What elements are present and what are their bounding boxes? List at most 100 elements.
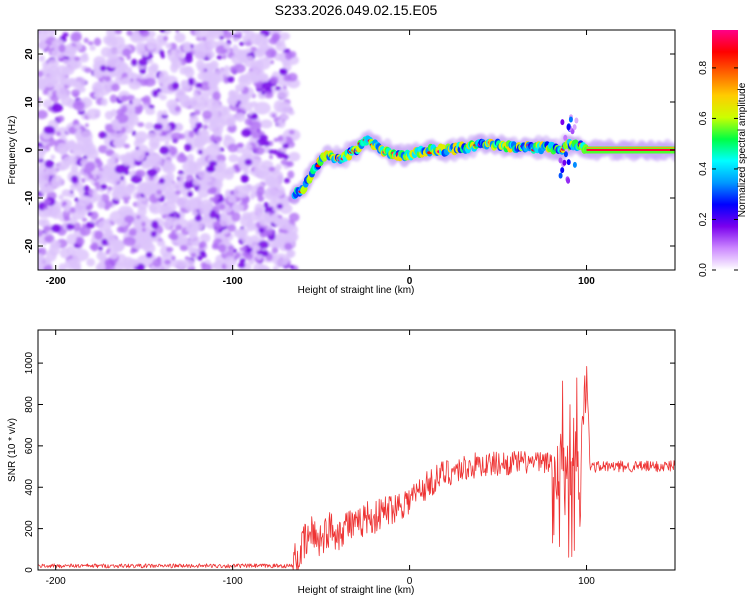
noise-blob [197,102,206,112]
noise-blob [208,122,218,132]
noise-blob [112,184,124,193]
noise-blob [97,250,104,257]
noise-blob [227,195,237,203]
snr-series-line [38,365,675,570]
noise-blob [109,157,115,163]
noise-blob [276,151,286,159]
noise-blob [85,205,90,210]
noise-blob [143,95,151,102]
noise-blob [165,216,173,223]
noise-blob [88,173,94,180]
noise-blob [66,233,77,246]
noise-blob [51,224,61,233]
noise-blob [38,180,49,191]
y-tick-label: 10 [24,96,35,108]
ridge-edge-line [586,152,675,154]
noise-blob [237,143,243,148]
noise-blob [50,94,60,102]
noise-blob [56,87,68,100]
x-tick-label: 0 [407,276,413,287]
noise-blob [152,89,159,98]
noise-blob [136,215,141,220]
noise-blob [250,113,258,120]
noise-blob [85,123,89,128]
colorbar-gradient [712,30,738,270]
noise-blob [114,165,126,174]
noise-blob [167,49,180,62]
noise-blob [284,242,293,251]
noise-blob [200,233,211,243]
noise-blob [127,258,139,268]
noise-blob [197,186,210,198]
noise-blob [152,258,162,268]
noise-blob [283,177,291,184]
noise-blob [175,30,180,34]
noise-blob [62,66,75,76]
flare-blob [563,151,568,158]
colorbar-tick-label: 0.8 [698,61,709,75]
noise-blob [164,259,171,265]
noise-blob [273,233,285,247]
noise-blob [241,129,252,137]
noise-blob [58,44,66,53]
noise-blob [83,142,93,155]
noise-blob [106,55,121,68]
noise-blob [66,223,75,230]
noise-blob [226,264,234,270]
noise-blob [244,158,253,166]
noise-blob [179,66,188,75]
noise-blob [184,43,192,52]
noise-blob [74,202,87,215]
noise-blob [62,156,73,167]
noise-blob [237,32,242,38]
noise-blob [219,218,229,227]
noise-blob [271,247,279,254]
noise-blob [256,252,263,261]
noise-blob [142,189,153,197]
noise-blob [239,41,245,46]
noise-blob [171,255,176,261]
noise-blob [272,253,290,267]
noise-blob [279,32,291,41]
noise-blob [198,149,203,155]
noise-blob [107,186,113,191]
noise-blob [235,84,245,92]
noise-blob [203,124,209,130]
noise-blob [286,249,296,258]
noise-blob [91,81,103,94]
noise-blob [83,37,89,44]
noise-blob [74,197,79,202]
flare-blob [562,159,567,166]
noise-blob [136,197,149,210]
noise-blob [44,159,55,169]
noise-blob [261,90,266,96]
noise-blob [184,199,199,212]
noise-blob [202,36,207,42]
noise-blob [214,213,221,220]
y-tick-label: -20 [24,238,35,253]
noise-blob [38,97,42,102]
noise-blob [116,226,125,233]
noise-blob [43,125,55,135]
noise-blob [222,168,230,175]
colorbar: 0.0 0.2 0.4 0.6 0.8 Normalized spectral ampl… [698,30,748,277]
noise-blob [43,198,51,206]
noise-blob [145,156,156,168]
noise-blob [145,251,153,258]
noise-blob [153,123,163,131]
noise-blob [121,105,128,113]
noise-blob [58,194,64,200]
noise-blob [63,216,71,222]
noise-blob [197,64,206,73]
noise-blob [193,135,204,146]
noise-blob [76,101,82,106]
noise-blob [258,227,265,233]
noise-blob [263,201,269,209]
snr-frame [37,329,676,571]
noise-blob [94,157,101,164]
noise-blob [210,110,219,117]
noise-blob [73,124,80,130]
noise-blob [222,229,229,235]
